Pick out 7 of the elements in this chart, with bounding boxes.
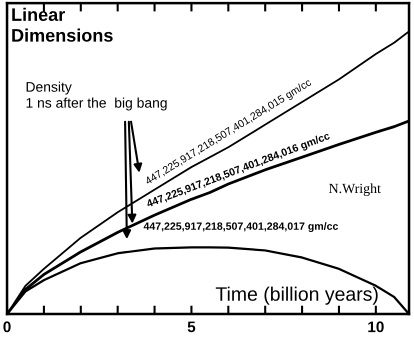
annotation: N.Wright bbox=[329, 183, 381, 196]
chart-title: Linear Dimensions bbox=[12, 8, 113, 42]
legend-label: 447,225,917,218,507,401,284,017 gm/cc bbox=[144, 222, 338, 232]
x-axis-title: Time (billion years) bbox=[216, 286, 378, 305]
x-tick-label: 0 bbox=[3, 321, 11, 332]
x-tick-label: 10 bbox=[368, 321, 384, 332]
x-tick-label: 5 bbox=[188, 322, 196, 332]
